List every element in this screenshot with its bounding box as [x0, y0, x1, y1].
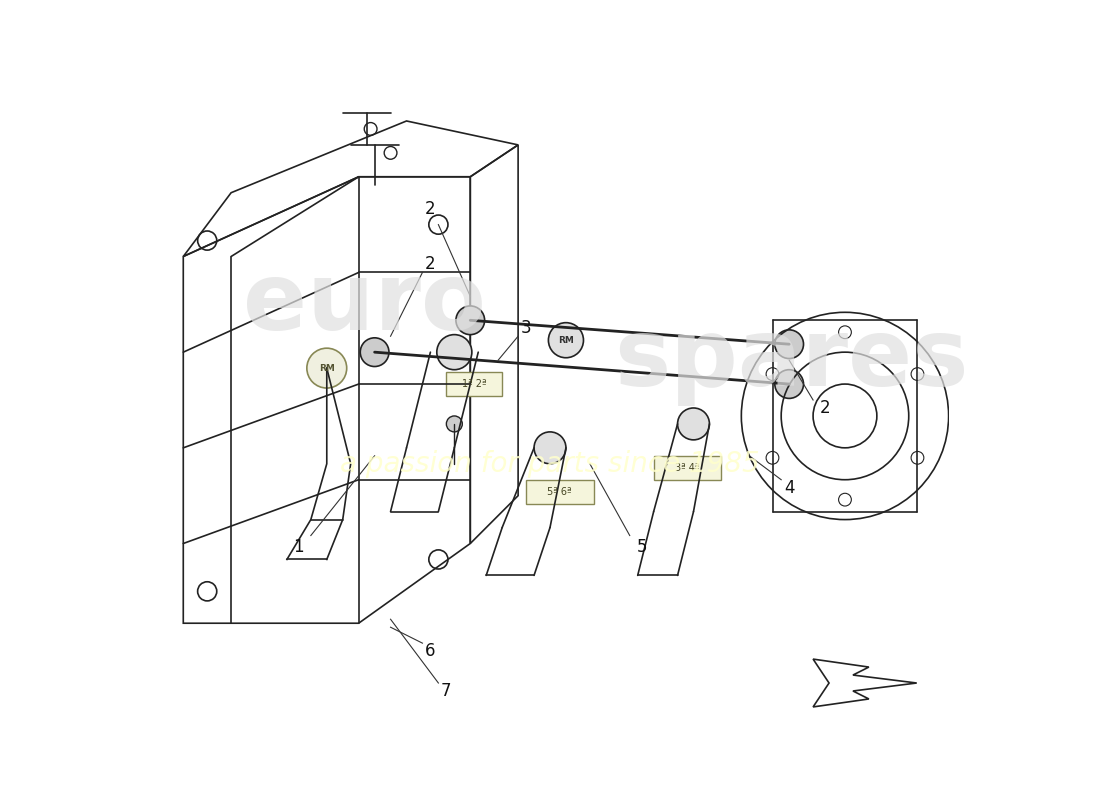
Text: 7: 7 — [441, 682, 452, 700]
Circle shape — [437, 334, 472, 370]
Text: 5ª 6ª: 5ª 6ª — [548, 486, 572, 497]
Text: spares: spares — [614, 314, 968, 406]
Text: 2: 2 — [425, 200, 436, 218]
Text: 3: 3 — [520, 319, 531, 338]
Circle shape — [535, 432, 565, 464]
Text: 1ª 2ª: 1ª 2ª — [462, 379, 486, 389]
Circle shape — [774, 330, 803, 358]
Polygon shape — [653, 456, 722, 480]
Polygon shape — [447, 372, 503, 396]
Circle shape — [678, 408, 710, 440]
Text: 2: 2 — [820, 399, 830, 417]
Text: RM: RM — [319, 364, 334, 373]
Circle shape — [361, 338, 389, 366]
Text: 4: 4 — [784, 478, 794, 497]
Circle shape — [455, 306, 485, 334]
Polygon shape — [526, 480, 594, 504]
Circle shape — [307, 348, 346, 388]
Text: 5: 5 — [637, 538, 647, 557]
Text: 3ª 4ª: 3ª 4ª — [675, 462, 700, 473]
Text: a passion for parts since 1985: a passion for parts since 1985 — [340, 450, 760, 478]
Text: euro: euro — [243, 258, 486, 350]
Text: 2: 2 — [425, 255, 436, 274]
Text: 6: 6 — [426, 642, 436, 660]
Circle shape — [774, 370, 803, 398]
Text: 1: 1 — [294, 538, 305, 557]
Circle shape — [447, 416, 462, 432]
Text: RM: RM — [558, 336, 574, 345]
Circle shape — [549, 322, 583, 358]
